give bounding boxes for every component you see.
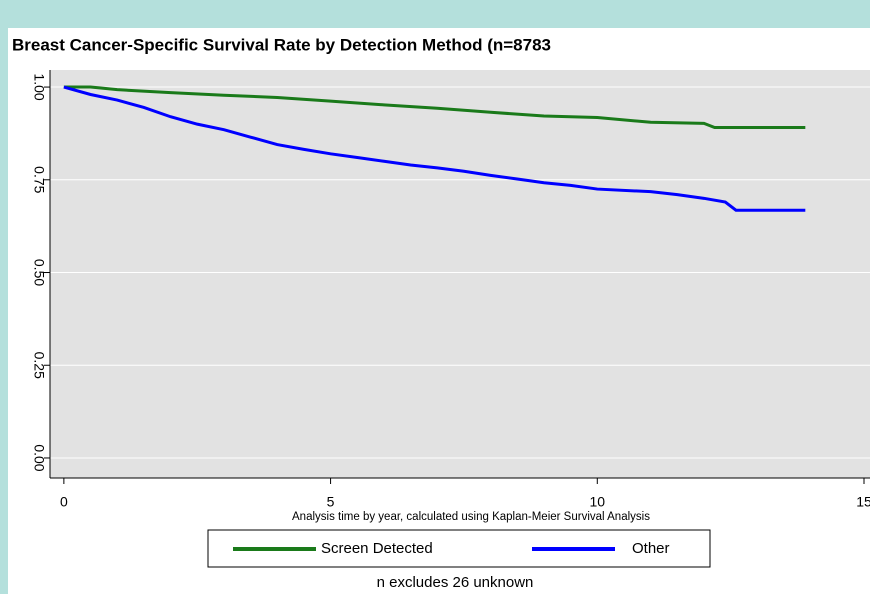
y-tick-label: 0.25 — [31, 352, 47, 379]
x-axis-label: Analysis time by year, calculated using … — [292, 511, 650, 523]
plot-area — [50, 70, 870, 478]
y-tick-label: 0.75 — [31, 166, 47, 193]
y-tick-label: 0.50 — [31, 259, 47, 286]
x-tick-label: 15 — [856, 494, 870, 510]
left-band — [0, 0, 8, 594]
x-tick-label: 5 — [327, 494, 335, 510]
note: n excludes 26 unknown — [377, 574, 534, 591]
top-band — [0, 0, 870, 28]
legend-label: Other — [632, 540, 670, 557]
y-tick-label: 1.00 — [31, 73, 47, 100]
series-line — [63, 85, 806, 212]
x-tick-label: 0 — [60, 494, 68, 510]
series-line — [63, 85, 806, 129]
x-tick-label: 10 — [589, 494, 605, 510]
chart-title: Breast Cancer-Specific Survival Rate by … — [12, 35, 551, 54]
legend-label: Screen Detected — [321, 540, 433, 557]
y-tick-label: 0.00 — [31, 444, 47, 471]
